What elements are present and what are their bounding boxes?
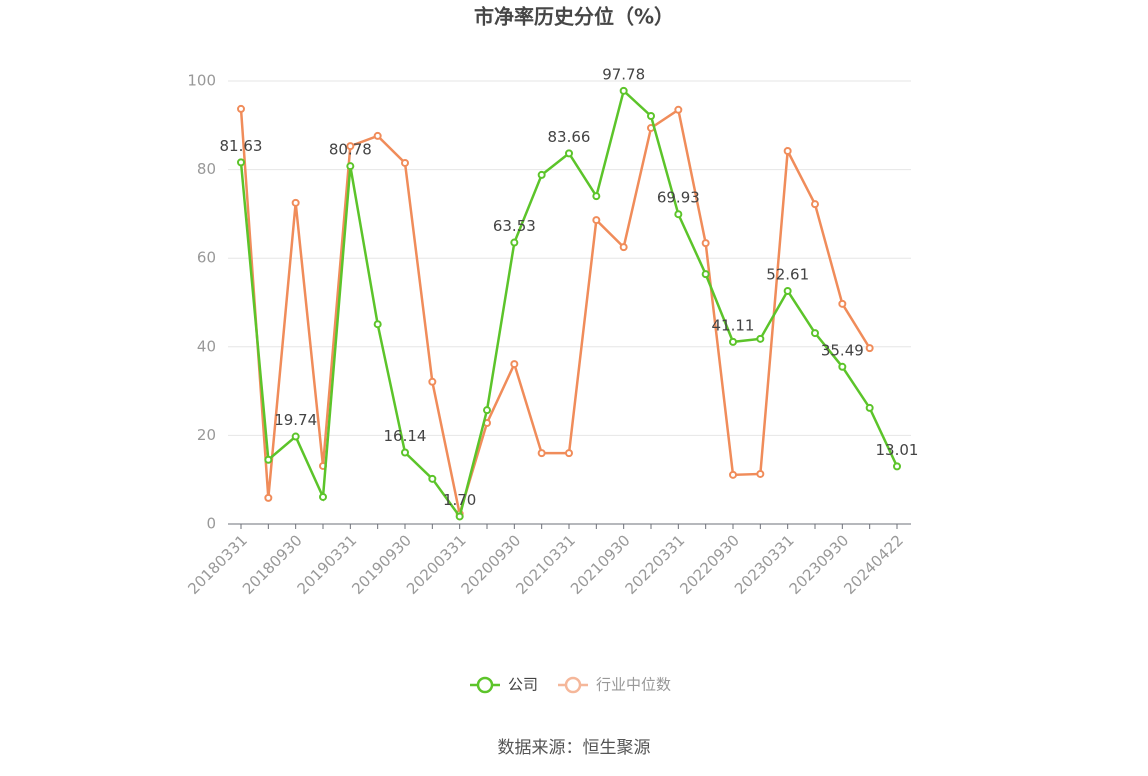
point [346,142,355,151]
point [783,146,792,155]
point [674,105,683,114]
data-label: 81.63 [220,137,263,155]
data-label: 41.11 [712,316,755,334]
point [811,329,819,338]
point [319,492,327,501]
legend-symbol [564,676,582,694]
point [701,239,710,248]
point [756,469,765,478]
data-label: 16.14 [384,427,427,445]
point [264,493,273,502]
y-tick-label: 60 [197,249,216,267]
point [729,470,737,479]
point [510,238,519,247]
chart-title: 市净率历史分位（%） [474,5,674,29]
point [592,192,601,201]
point [565,449,573,458]
point [674,210,683,219]
data-label: 83.66 [548,128,591,146]
point [537,449,546,458]
point [565,149,573,158]
data-label: 1.70 [443,491,476,509]
point [237,104,245,113]
point [428,474,437,483]
legend-label: 行业中位数 [596,676,671,694]
point [756,334,765,343]
point [401,158,409,167]
point [428,377,437,386]
point [483,406,491,415]
point [291,198,300,207]
point [373,131,382,140]
point [619,86,628,95]
point [865,403,874,412]
y-tick-label: 80 [197,160,216,178]
data-label: 69.93 [657,189,700,207]
point [838,299,847,308]
point [838,362,847,371]
data-label: 52.61 [766,265,809,283]
y-tick-label: 0 [206,515,216,533]
legend-symbol [476,676,494,694]
point [346,162,355,171]
point [811,200,819,209]
point [237,158,245,167]
point [647,111,655,120]
point [619,243,628,252]
data-label: 35.49 [821,341,864,359]
point [701,270,710,279]
source: 数据来源：恒生聚源 [498,738,651,758]
data-label: 63.53 [493,217,536,235]
point [510,360,519,369]
point [373,320,382,329]
point [455,512,464,521]
legend-label: 公司 [508,676,538,694]
point [865,344,874,353]
data-label: 80.78 [329,141,372,159]
series-line [239,107,871,515]
point [893,462,901,471]
point [401,448,409,457]
point [291,432,300,441]
point [592,216,601,225]
x-tick-label: 20240422 [840,531,907,598]
y-tick-label: 20 [197,426,216,444]
point [729,337,737,346]
point [537,170,546,179]
data-label: 13.01 [876,441,919,459]
point [783,286,792,295]
data-label: 19.74 [274,411,317,429]
y-tick-label: 40 [197,337,216,355]
data-label: 97.78 [602,65,645,83]
point [264,455,273,464]
y-tick-label: 100 [187,72,216,90]
